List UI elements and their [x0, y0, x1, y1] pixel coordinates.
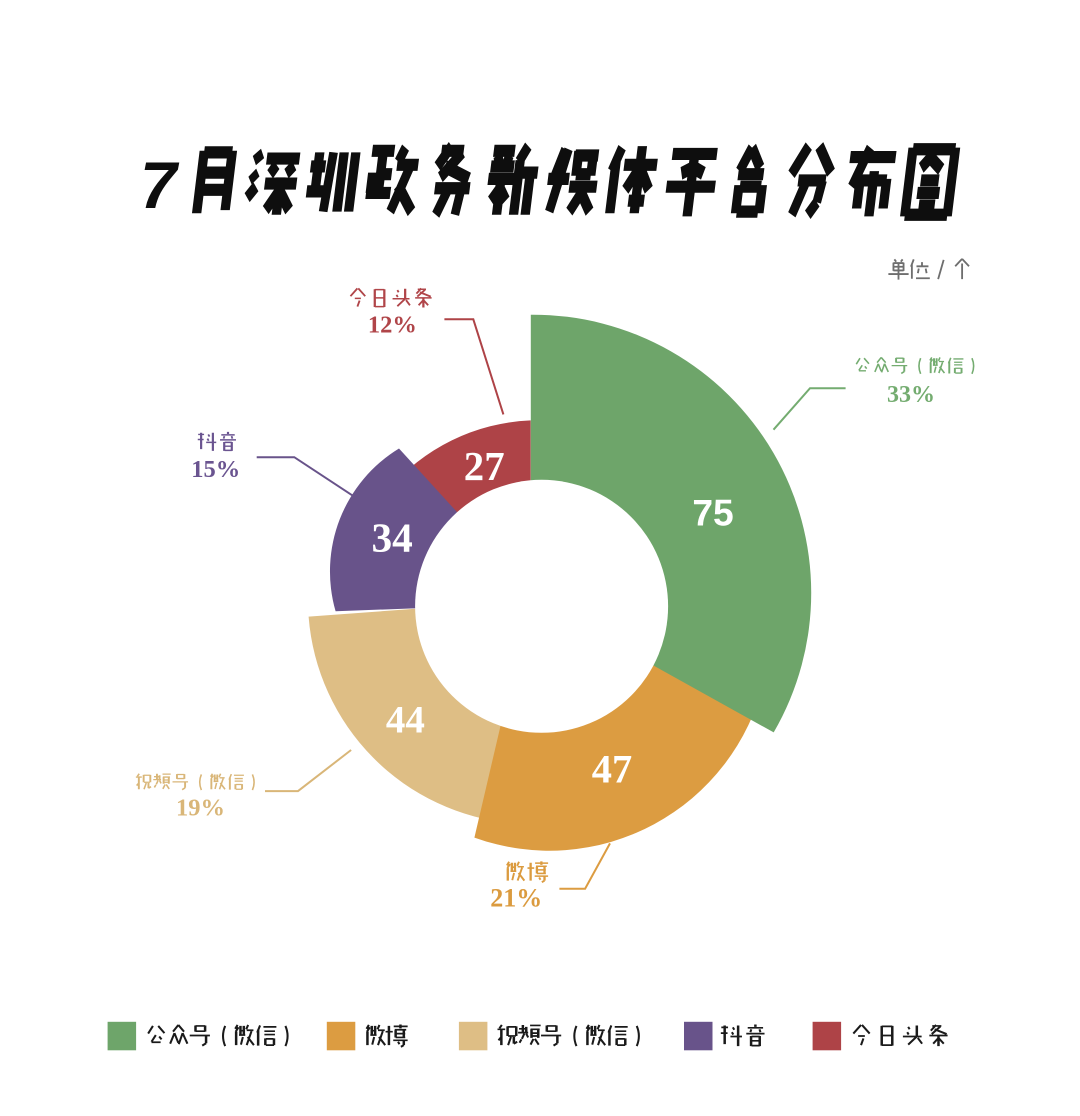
svg-text:15%: 15%: [191, 456, 240, 483]
svg-text:34: 34: [371, 514, 412, 560]
svg-text:27: 27: [464, 444, 505, 489]
svg-text:21%: 21%: [490, 883, 542, 912]
svg-text:75: 75: [692, 492, 733, 534]
svg-text:44: 44: [386, 699, 425, 742]
svg-text:7: 7: [140, 148, 180, 222]
svg-text:33%: 33%: [887, 382, 935, 408]
svg-text:47: 47: [592, 747, 632, 792]
svg-text:12%: 12%: [368, 311, 417, 338]
svg-text:19%: 19%: [176, 795, 225, 822]
